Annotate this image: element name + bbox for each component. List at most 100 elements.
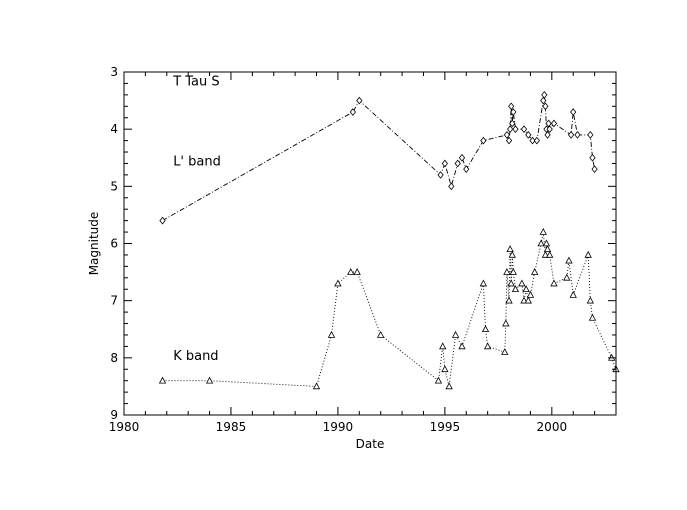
diamond-marker: [589, 153, 596, 162]
triangle-marker: [508, 250, 516, 258]
diamond-marker: [448, 182, 455, 191]
triangle-marker: [505, 296, 513, 304]
diamond-marker: [510, 108, 517, 116]
diamond-marker: [541, 91, 548, 99]
triangle-marker: [205, 376, 214, 384]
diamond-marker: [591, 165, 598, 174]
diamond-marker: [540, 96, 547, 105]
triangle-marker: [479, 279, 488, 287]
y-tick-label: 6: [110, 237, 118, 251]
diamond-marker: [458, 153, 466, 162]
triangle-marker: [377, 330, 385, 338]
triangle-marker: [506, 245, 514, 253]
triangle-marker: [520, 296, 528, 304]
diamond-marker: [525, 131, 532, 139]
series-layer: [158, 91, 620, 390]
triangle-marker: [588, 313, 597, 321]
diamond-marker: [480, 136, 487, 145]
diamond-marker: [533, 136, 540, 145]
annotation-label: L' band: [173, 155, 221, 170]
diamond-marker: [505, 136, 513, 145]
triangle-marker: [158, 376, 167, 384]
triangle-marker: [539, 228, 547, 235]
triangle-marker: [526, 290, 535, 298]
triangle-marker: [550, 279, 558, 287]
labels-layer: 1980 1985 1990 1995 2000 3 4 5 6 7 8 9 Date Magnitude…: [87, 65, 567, 451]
triangle-marker: [501, 348, 509, 355]
triangle-marker: [509, 268, 517, 275]
diamond-marker: [546, 125, 553, 134]
triangle-marker: [445, 382, 453, 390]
y-tick-label: 4: [110, 122, 118, 136]
triangle-marker: [347, 268, 355, 275]
triangle-marker: [353, 268, 361, 275]
triangle-marker: [511, 285, 520, 293]
diamond-marker: [544, 131, 551, 139]
triangle-marker: [563, 273, 571, 281]
triangle-marker: [524, 296, 532, 304]
triangle-marker: [458, 342, 466, 350]
triangle-marker: [502, 319, 510, 327]
triangle-marker: [451, 330, 460, 338]
diamond-marker: [506, 125, 514, 134]
diamond-marker: [159, 216, 166, 225]
axes-layer: [123, 71, 617, 416]
x-axis-label: Date: [356, 437, 385, 451]
triangle-marker: [546, 250, 554, 258]
diamond-marker: [508, 102, 515, 111]
diamond-marker: [441, 159, 448, 168]
diamond-marker: [567, 131, 575, 139]
triangle-marker: [565, 256, 573, 264]
triangle-marker: [334, 279, 342, 287]
triangle-marker: [483, 342, 492, 350]
x-tick-label: 2000: [537, 420, 568, 434]
triangle-marker: [312, 382, 321, 390]
series-line-diamond: [162, 94, 596, 221]
triangle-marker: [518, 279, 526, 287]
diamond-marker: [437, 171, 444, 179]
triangle-marker: [541, 250, 550, 258]
triangle-marker: [542, 239, 551, 247]
diamond-marker: [542, 102, 549, 111]
x-tick-label: 1985: [216, 420, 247, 434]
diamond-marker: [356, 96, 363, 105]
x-tick-label: 1980: [109, 420, 140, 434]
triangle-marker: [543, 245, 552, 253]
y-tick-label: 3: [110, 65, 118, 79]
triangle-marker: [441, 365, 449, 373]
triangle-marker: [531, 268, 539, 275]
annotation-label: K band: [173, 349, 218, 364]
diamond-marker: [587, 131, 594, 139]
diamond-marker: [454, 159, 461, 168]
annotation-label: T Tau S: [172, 75, 219, 90]
diamond-marker: [512, 125, 519, 134]
triangle-marker: [584, 250, 592, 258]
triangle-marker: [439, 342, 447, 350]
triangle-marker: [537, 239, 545, 247]
y-tick-label: 5: [110, 179, 118, 193]
triangle-marker: [586, 296, 594, 304]
diamond-marker: [463, 165, 470, 174]
triangle-marker: [507, 279, 515, 287]
triangle-marker: [327, 330, 336, 338]
diamond-marker: [545, 119, 552, 128]
diamond-marker: [509, 119, 516, 128]
triangle-marker: [503, 268, 511, 275]
y-tick-label: 9: [110, 408, 118, 422]
triangle-marker: [481, 325, 490, 333]
diamond-marker: [550, 119, 558, 128]
triangle-marker: [434, 376, 443, 384]
diamond-marker: [520, 125, 528, 134]
diamond-marker: [570, 108, 577, 116]
triangle-marker: [522, 285, 530, 293]
x-tick-label: 1995: [430, 420, 461, 434]
x-tick-label: 1990: [323, 420, 354, 434]
diamond-marker: [529, 136, 536, 145]
y-tick-label: 8: [110, 351, 118, 365]
diamond-marker: [503, 131, 511, 139]
triangle-marker: [569, 290, 577, 298]
diamond-marker: [574, 131, 581, 139]
y-tick-label: 7: [110, 294, 118, 308]
series-line-triangle: [162, 232, 617, 387]
